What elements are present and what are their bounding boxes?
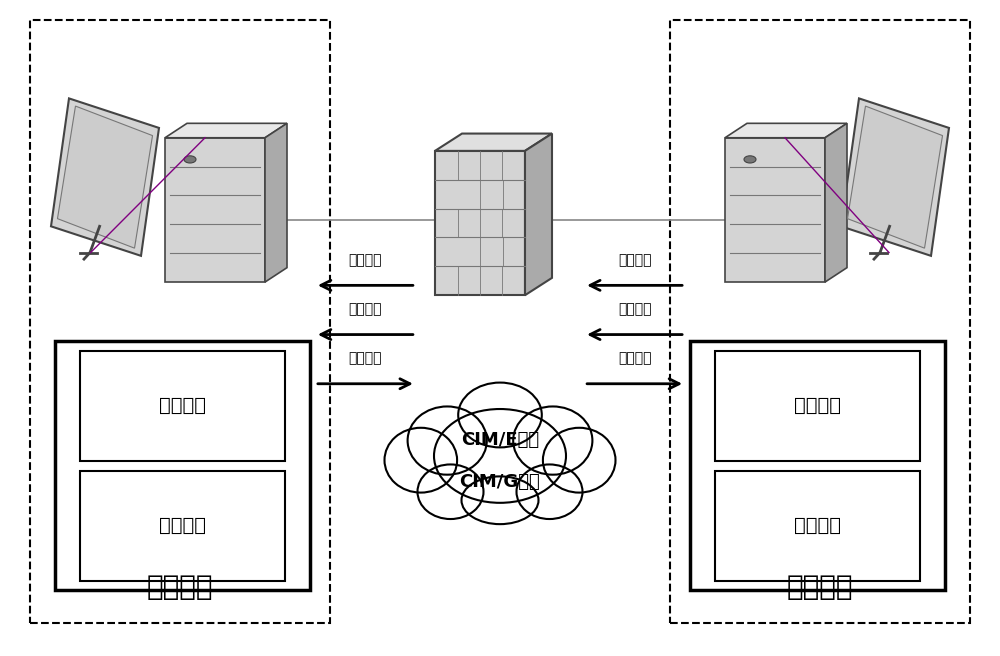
Polygon shape: [847, 106, 943, 248]
Text: 图模投运: 图模投运: [349, 302, 382, 316]
Text: 公共服务: 公共服务: [159, 516, 206, 535]
Polygon shape: [825, 123, 847, 282]
Bar: [165, 138, 265, 282]
Bar: [80, 351, 285, 461]
Text: 图模回退: 图模回退: [349, 352, 382, 365]
Bar: [715, 471, 920, 581]
Ellipse shape: [462, 476, 538, 524]
Ellipse shape: [513, 407, 592, 475]
Ellipse shape: [744, 156, 756, 163]
Polygon shape: [57, 106, 153, 248]
Polygon shape: [435, 134, 552, 151]
Polygon shape: [51, 98, 159, 256]
Text: 图模投运: 图模投运: [618, 302, 651, 316]
Polygon shape: [165, 123, 287, 138]
Bar: [30, 20, 330, 623]
Ellipse shape: [458, 382, 542, 447]
Polygon shape: [265, 123, 287, 282]
Ellipse shape: [384, 428, 457, 493]
Polygon shape: [725, 123, 847, 138]
Bar: [715, 351, 920, 461]
Ellipse shape: [516, 464, 582, 519]
Bar: [690, 341, 945, 590]
Text: 运行系统: 运行系统: [147, 573, 213, 601]
Ellipse shape: [418, 464, 484, 519]
Bar: [80, 471, 285, 581]
Text: 远方调阀: 远方调阀: [618, 253, 651, 267]
Text: 公共服务: 公共服务: [794, 516, 841, 535]
Polygon shape: [525, 134, 552, 295]
Ellipse shape: [184, 156, 196, 163]
Text: 人机界面: 人机界面: [159, 396, 206, 415]
Bar: [670, 20, 970, 623]
Bar: [55, 341, 310, 590]
Ellipse shape: [543, 428, 615, 493]
Text: 图模回退: 图模回退: [618, 352, 651, 365]
Polygon shape: [841, 98, 949, 256]
Bar: [435, 151, 525, 295]
Text: CIM/E模型: CIM/E模型: [461, 430, 539, 449]
Text: 人机界面: 人机界面: [794, 396, 841, 415]
Text: CIM/G图形: CIM/G图形: [460, 473, 540, 491]
Text: 调试系统: 调试系统: [787, 573, 853, 601]
Ellipse shape: [434, 409, 566, 502]
Bar: [725, 138, 825, 282]
Text: 远方调阀: 远方调阀: [349, 253, 382, 267]
Ellipse shape: [408, 407, 487, 475]
